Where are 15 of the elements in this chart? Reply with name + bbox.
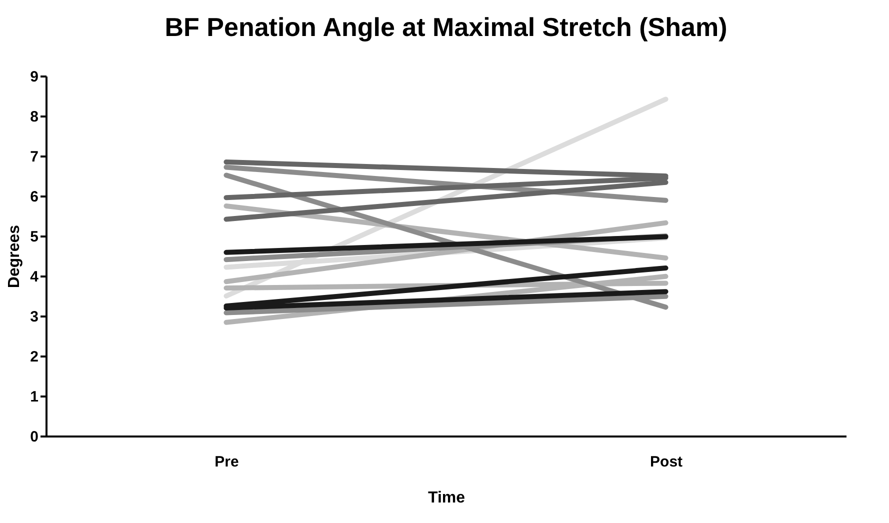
chart-title: BF Penation Angle at Maximal Stretch (Sham) bbox=[164, 12, 728, 42]
y-axis-title: Degrees bbox=[6, 224, 24, 288]
y-tick-label: 5 bbox=[30, 228, 38, 246]
y-tick-label: 6 bbox=[30, 188, 38, 206]
x-tick-label: Pre bbox=[214, 454, 239, 470]
y-tick-label: 2 bbox=[30, 348, 38, 366]
y-tick-label: 3 bbox=[30, 308, 38, 326]
y-tick-label: 4 bbox=[30, 268, 40, 286]
y-tick-label: 0 bbox=[30, 428, 38, 446]
y-tick-label: 7 bbox=[30, 148, 38, 166]
y-tick-label: 8 bbox=[30, 108, 38, 126]
x-tick-label: Post bbox=[650, 454, 683, 470]
y-tick-label: 9 bbox=[30, 68, 38, 86]
x-axis-title: Time bbox=[428, 490, 466, 506]
y-tick-label: 1 bbox=[30, 388, 38, 406]
